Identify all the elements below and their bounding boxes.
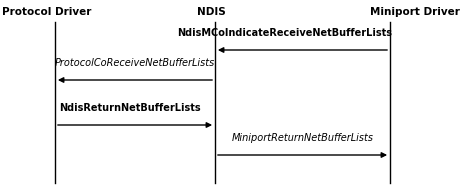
Text: Protocol Driver: Protocol Driver [2,7,91,17]
Text: NdisMCoIndicateReceiveNetBufferLists: NdisMCoIndicateReceiveNetBufferLists [177,28,392,38]
Text: NdisReturnNetBufferLists: NdisReturnNetBufferLists [59,103,201,113]
Text: NDIS: NDIS [197,7,226,17]
Text: MiniportReturnNetBufferLists: MiniportReturnNetBufferLists [231,133,373,143]
Text: Miniport Driver: Miniport Driver [370,7,460,17]
Text: ProtocolCoReceiveNetBufferLists: ProtocolCoReceiveNetBufferLists [55,58,215,68]
